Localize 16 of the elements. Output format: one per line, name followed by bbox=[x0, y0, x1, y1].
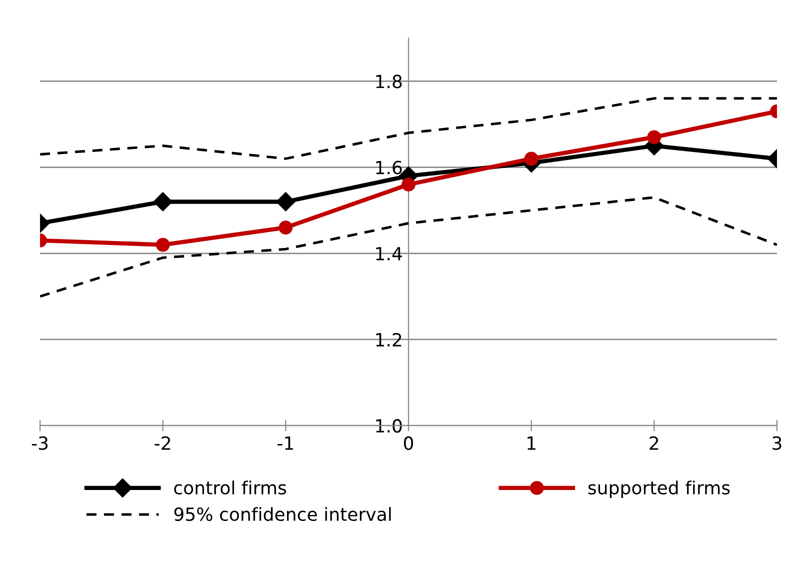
legend-label: supported firms bbox=[588, 480, 730, 498]
y-tick-label: 1.4 bbox=[376, 247, 402, 260]
x-tick-label: 1 bbox=[528, 436, 536, 450]
x-tick-label: 3 bbox=[772, 436, 782, 450]
y-tick-label: 1.2 bbox=[376, 332, 402, 346]
x-tick-label: -3 bbox=[32, 436, 48, 450]
x-tick-label: -2 bbox=[154, 436, 170, 450]
y-tick-label: 1.8 bbox=[376, 74, 402, 88]
x-tick-label: 2 bbox=[650, 436, 658, 450]
y-tick-label: 1.6 bbox=[376, 160, 402, 174]
legend-label: 95% confidence interval bbox=[174, 507, 391, 522]
x-tick-label: -1 bbox=[278, 436, 294, 450]
line-series bbox=[40, 97, 777, 160]
legend-label: control firms bbox=[174, 480, 286, 495]
line-series bbox=[40, 196, 777, 298]
x-tick-label: 0 bbox=[404, 436, 414, 450]
